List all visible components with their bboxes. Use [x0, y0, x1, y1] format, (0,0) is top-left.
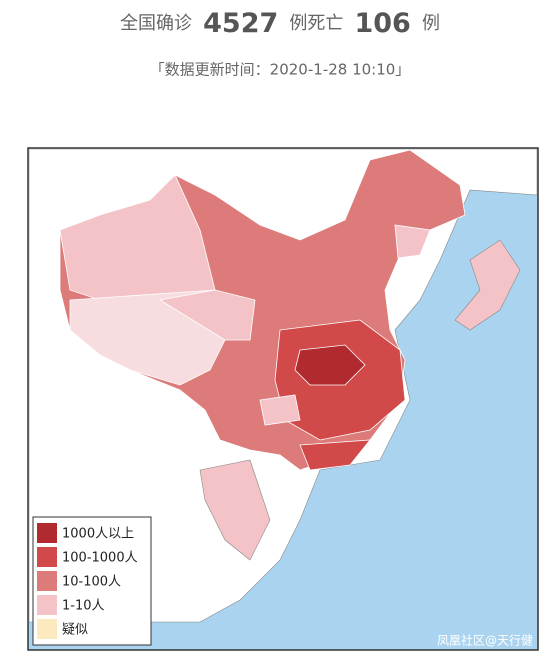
legend-swatch — [37, 571, 57, 591]
legend-swatch — [37, 619, 57, 639]
confirmed-label: 全国确诊 — [120, 13, 192, 34]
watermark: 凤凰社区@天行健 — [437, 633, 533, 648]
region-light — [394, 224, 431, 259]
legend-label: 10-100人 — [62, 575, 121, 590]
legend-label: 100-1000人 — [62, 551, 138, 566]
legend-swatch — [37, 595, 57, 615]
headline: 全国确诊 4527 例死亡 106 例 — [120, 8, 440, 39]
legend-label: 疑似 — [62, 622, 88, 638]
region-light — [59, 174, 216, 301]
region-light — [259, 394, 301, 426]
thailand — [199, 459, 271, 561]
region-light — [158, 289, 256, 341]
region-highest — [294, 344, 366, 386]
deaths-label: 例死亡 — [289, 13, 343, 34]
legend-swatch — [37, 547, 57, 567]
deaths-count: 106 — [354, 8, 410, 39]
region-high — [299, 439, 371, 471]
legend-swatch — [37, 523, 57, 543]
update-time: 「数据更新时间：2020-1-28 10:10」 — [150, 61, 411, 79]
legend-label: 1-10人 — [62, 599, 105, 614]
legend-label: 1000人以上 — [62, 527, 134, 542]
confirmed-count: 4527 — [203, 8, 278, 39]
unit: 例 — [422, 13, 440, 34]
japan — [454, 239, 521, 331]
